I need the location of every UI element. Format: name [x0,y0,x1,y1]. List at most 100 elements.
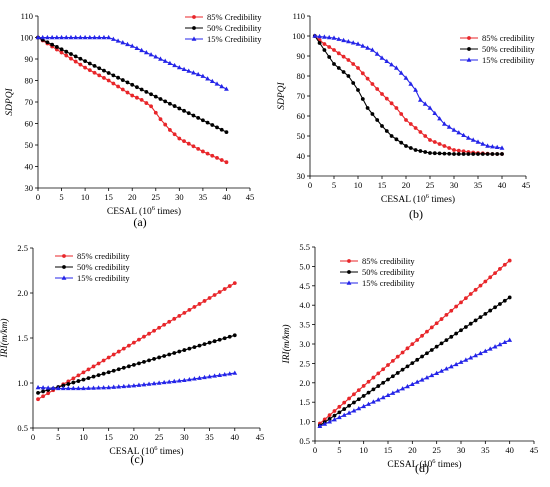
data-point-series-1 [191,144,196,149]
data-point-series-3 [139,47,145,53]
data-point-series-2 [101,371,106,376]
y-tick-label: 40 [25,162,34,172]
data-point-series-1 [120,87,125,92]
data-point-series-1 [449,308,454,313]
data-point-series-2 [399,140,404,145]
data-point-series-2 [106,370,111,375]
data-point-series-1 [153,110,158,115]
series-line-2 [319,296,510,426]
data-point-series-3 [356,405,362,411]
data-point-series-3 [96,385,101,390]
x-tick-label: 15 [104,432,113,442]
data-point-series-3 [35,34,41,40]
data-point-series-2 [434,344,439,349]
y-tick-label: 110 [293,11,305,21]
data-point-series-2 [224,130,229,135]
data-point-series-3 [418,97,423,102]
data-point-series-3 [161,379,167,385]
data-point-series-3 [312,33,318,38]
data-point-series-2 [96,373,101,378]
y-axis-label: SDPQI [277,81,287,109]
data-point-series-2 [413,148,418,152]
legend-marker [192,26,196,30]
x-tick-label: 35 [205,432,214,442]
data-point-series-2 [439,341,444,346]
y-tick-label: 4.5 [299,281,310,291]
data-point-series-3 [50,385,56,390]
data-point-series-2 [390,374,395,379]
legend-marker [466,57,472,62]
data-point-series-3 [121,383,127,389]
data-point-series-3 [374,51,380,56]
legend-label: 50% credibility [77,262,130,272]
data-point-series-1 [498,267,502,271]
data-point-series-2 [432,151,437,156]
x-tick-label: 5 [59,192,63,202]
data-point-series-3 [490,144,495,149]
chart-panel-b: 0 5 10 15 20 25 30 35 40 45 30 40 50 60 70 80 90 100 110 CE… [277,11,535,221]
data-point-series-1 [454,304,459,309]
y-tick-label: 1.0 [299,417,310,427]
x-tick-label: 40 [498,180,507,190]
data-point-series-1 [177,313,182,318]
data-point-series-1 [507,258,512,263]
data-point-series-1 [399,112,404,116]
x-tick-label: 10 [354,180,363,190]
data-point-series-3 [492,344,498,349]
data-point-series-1 [196,146,201,151]
data-point-series-2 [337,410,342,415]
data-point-series-3 [68,34,74,40]
data-point-series-1 [437,142,442,146]
data-point-series-2 [418,149,423,153]
data-point-series-1 [219,158,224,162]
data-point-series-3 [101,34,107,40]
data-point-series-1 [152,328,156,333]
data-point-series-3 [92,34,97,40]
data-point-series-2 [380,124,384,128]
data-point-series-3 [370,47,375,52]
data-point-series-3 [419,377,425,382]
data-point-series-1 [456,148,461,153]
data-point-series-3 [384,58,390,64]
y-axis-label: IRI(m/km) [281,324,292,364]
data-point-series-2 [452,152,456,156]
data-point-series-1 [111,81,116,86]
legend-marker [61,275,67,280]
data-point-series-1 [197,302,202,306]
y-axis-label: IRI(m/km) [0,318,10,358]
legend-label: 85% Credibility [207,12,262,22]
legend-label: 85% credibility [362,256,415,266]
y-tick-label: 50 [297,131,306,141]
data-point-series-1 [404,118,408,122]
data-point-series-2 [219,127,224,132]
data-point-series-3 [336,36,342,41]
data-point-series-1 [459,300,463,305]
legend-marker [191,36,197,41]
data-point-series-3 [224,86,229,91]
x-tick-label: 25 [155,432,164,442]
x-tick-label: 15 [378,180,387,190]
data-point-series-1 [439,317,444,321]
data-point-series-3 [219,83,225,89]
data-point-series-1 [69,56,73,61]
data-point-series-1 [425,329,429,334]
data-point-series-1 [137,337,141,342]
data-point-series-3 [115,38,121,43]
data-point-series-2 [207,340,212,345]
data-point-series-3 [437,116,442,121]
data-point-series-2 [466,152,471,156]
data-point-series-3 [341,37,346,43]
data-point-series-2 [336,66,341,70]
data-point-series-3 [317,423,323,428]
data-point-series-1 [212,293,217,297]
data-point-series-2 [187,346,192,351]
data-point-series-3 [214,81,220,86]
data-point-series-1 [111,352,116,357]
x-tick-label: 0 [308,180,312,190]
legend-label: 85% credibility [77,251,130,261]
data-point-series-2 [50,42,55,47]
data-point-series-3 [55,385,61,391]
data-point-series-3 [134,45,140,50]
data-point-series-3 [326,34,332,40]
